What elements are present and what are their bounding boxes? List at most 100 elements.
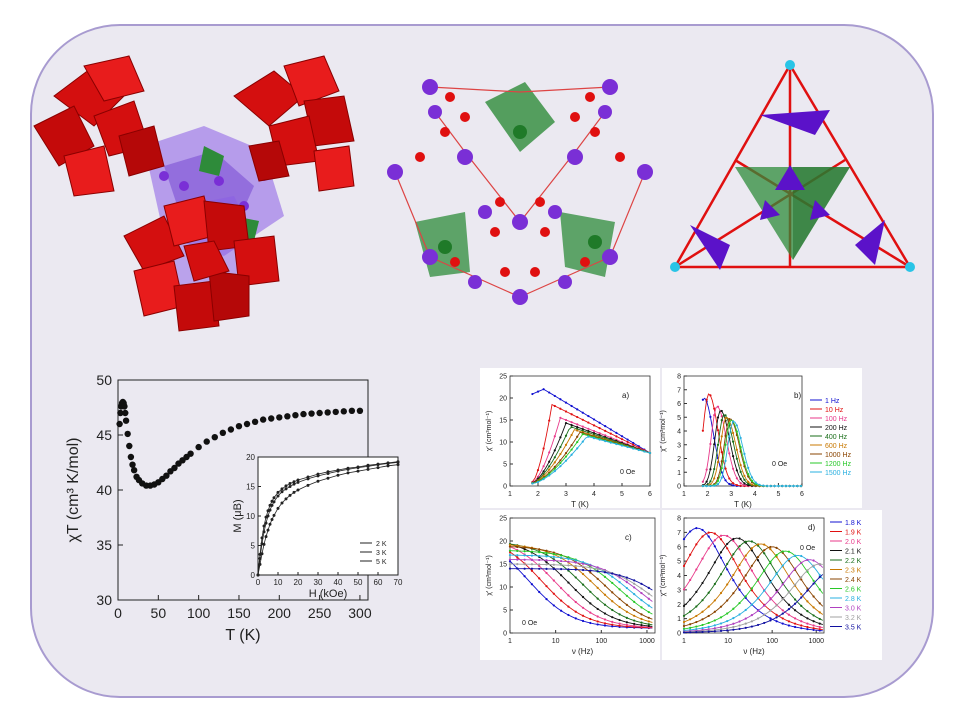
series-point [728,435,731,438]
inset-point [386,461,390,465]
data-point [126,442,133,450]
inset-point [316,479,320,483]
data-point [300,410,307,418]
series-point [625,578,628,581]
series-point [633,614,636,617]
inset-point [272,513,276,517]
series-point [707,535,710,538]
legend-entry: 2.6 K [845,587,862,594]
series-point [626,445,629,449]
data-point [284,413,291,420]
series-point [516,556,519,559]
series-point [516,545,519,549]
series-point [713,407,716,410]
series-point [750,620,753,623]
series-point [728,482,731,486]
series-point [756,623,760,627]
series-point [567,605,570,608]
series-point [516,549,519,553]
series-point [538,567,541,570]
series-point [726,547,729,550]
series-point [576,427,579,431]
x-tick-label: 1 [682,638,686,645]
series-point [581,418,584,421]
series-point [559,452,562,456]
panel-a-chart: 1 2 3 4 5 6 0 5 10 15 20 25 T (K) χ′ (cm³mol⁻¹) a) 0 Oe [480,368,660,509]
series-point [800,624,803,627]
series-point [574,559,577,562]
y-tick-label: 0 [503,484,507,491]
series-point [705,468,708,471]
series-point [775,589,778,592]
green-tetrahedra [415,82,615,277]
series-point [523,554,526,557]
series-point [625,623,628,627]
series-point [812,620,815,623]
series-point [812,579,815,582]
y-tick-label: 2 [677,456,681,463]
x-tick-label: 2 [706,491,710,498]
inset-point [284,497,288,501]
series-point [589,611,592,614]
series-point [750,564,753,567]
series-point [536,469,540,472]
series-point [800,613,803,616]
inset-point [266,528,270,532]
series-point [604,425,607,428]
series-point [523,575,526,578]
y-axis-label: χ″ (cm³mol⁻¹) [660,555,667,597]
series-point [747,480,750,483]
series-point [812,628,815,632]
series-point [581,562,585,565]
series-point [777,484,780,488]
series-point [574,564,577,568]
panel-label: c) [625,533,632,542]
series-point [689,623,692,626]
series-point [574,566,577,569]
series-point [596,620,599,623]
x-tick-label: 100 [595,638,607,645]
series-point [689,631,692,634]
x-tick-label: 1000 [808,638,824,645]
series-point [553,470,556,473]
series-point [812,595,815,598]
series-point [769,548,772,551]
series-point [589,590,592,593]
series-point [719,551,723,554]
series-point [756,617,760,620]
series-point [695,620,698,624]
series-point [732,607,735,610]
series-point [763,552,766,555]
series-point [781,609,784,612]
data-point [117,409,124,417]
series-point [545,549,548,552]
series-point [576,408,579,411]
x-tick-label: 5 [620,491,624,498]
series-point [647,586,650,589]
series-point [707,547,710,550]
series-point [625,621,628,624]
series-point [781,564,784,567]
x-tick-label: 3 [729,491,733,498]
inset-point [262,524,266,528]
series-point [738,588,741,591]
series-point [564,451,568,455]
y-axis-label: χ′ (cm³mol⁻¹) [486,555,493,596]
series-point [738,627,741,630]
series-point [744,574,747,577]
cyan-atoms [670,60,915,272]
series-line [509,560,653,629]
inset-point [262,530,266,534]
panel-annotation: 0 Oe [522,620,537,627]
series-point [713,443,716,446]
series-point [592,437,596,440]
series-point [781,550,784,553]
series-point [538,563,541,566]
series-point [716,461,720,464]
series-point [713,619,716,622]
series-point [560,609,563,612]
series-point [695,543,698,546]
inset-point [266,514,270,518]
series-point [763,621,766,625]
series-point [567,568,570,571]
